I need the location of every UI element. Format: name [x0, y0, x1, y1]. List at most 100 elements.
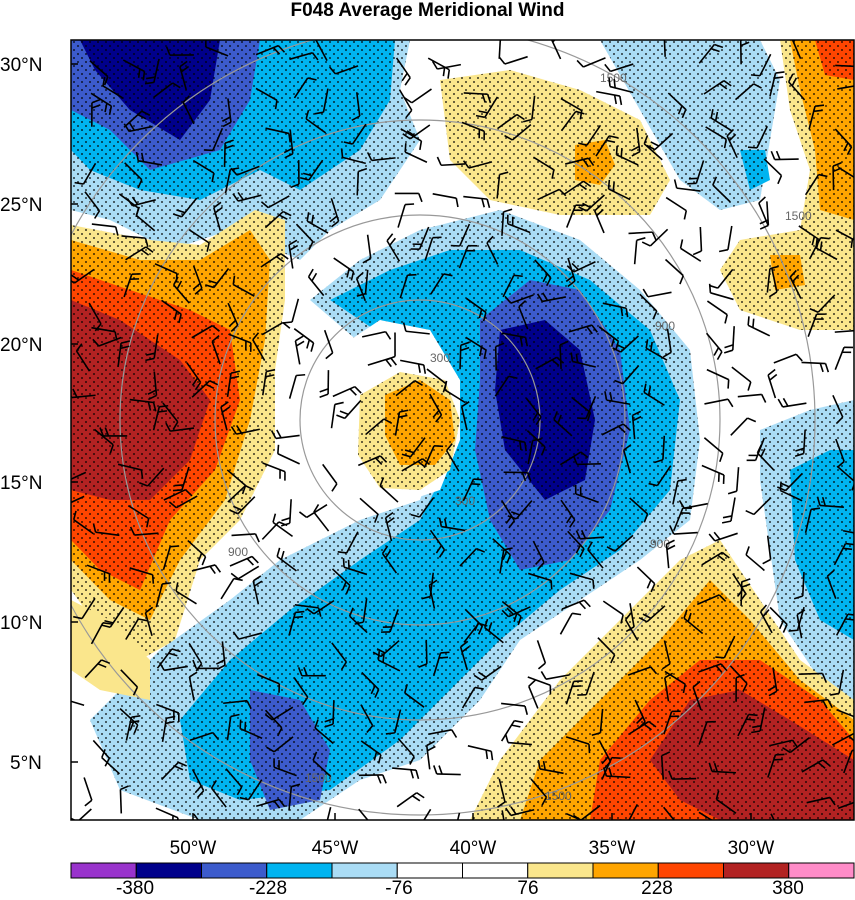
wind-barb-feather: [661, 751, 671, 757]
wind-barb-feather: [290, 183, 300, 189]
wind-barb-feather: [348, 607, 354, 617]
wind-barb-feather: [288, 133, 291, 143]
wind-barb-feather: [209, 565, 216, 575]
wind-barb-feather: [813, 109, 823, 113]
wind-barb-feather: [382, 774, 387, 784]
wind-barb-feather: [579, 110, 583, 120]
wind-barb-feather: [222, 121, 232, 128]
wind-barb-shaft: [511, 124, 532, 141]
wind-barb-shaft: [73, 519, 94, 535]
wind-barb-feather: [794, 452, 804, 458]
wind-barb-shaft: [610, 63, 634, 73]
wind-barb-shaft: [654, 132, 674, 151]
wind-barb-shaft: [586, 124, 602, 146]
wind-barb-feather: [102, 622, 112, 625]
wind-barb-shaft: [571, 396, 591, 414]
wind-barb-feather: [716, 351, 723, 360]
lon-label-40w: 40°W: [450, 838, 497, 859]
lat-label-25n: 25°N: [0, 195, 42, 216]
wind-barb-feather: [159, 404, 169, 408]
wind-barb-feather: [168, 652, 178, 657]
wind-barb-feather: [827, 699, 833, 708]
wind-barb-shaft: [102, 85, 124, 100]
wind-barb-feather: [209, 380, 219, 386]
wind-barb-feather: [351, 115, 361, 121]
wind-barb-shaft: [705, 126, 727, 140]
wind-barb-feather: [609, 392, 613, 402]
wind-barb-shaft: [191, 324, 213, 339]
wind-barb-shaft: [129, 398, 154, 404]
wind-barb-feather: [174, 484, 184, 487]
wind-barb-feather: [791, 77, 798, 87]
wind-barb-shaft: [504, 55, 528, 65]
wind-barb-feather: [507, 515, 517, 520]
wind-barb-shaft: [714, 532, 738, 542]
wind-barb-feather: [132, 686, 139, 696]
wind-barb-feather: [433, 765, 438, 775]
wind-barb-feather: [742, 683, 748, 692]
wind-barb-feather: [404, 449, 414, 454]
wind-barb-feather: [314, 719, 319, 729]
wind-barb-shaft: [715, 798, 737, 814]
wind-barb-shaft: [361, 330, 386, 338]
wind-barb-feather: [205, 284, 215, 289]
wind-barb-shaft: [386, 240, 401, 262]
wind-barb-feather: [92, 523, 97, 533]
wind-barb-shaft: [161, 299, 182, 315]
wind-barb-shaft: [255, 798, 280, 807]
wind-barb-shaft: [444, 389, 466, 404]
wind-barb-feather: [495, 342, 505, 348]
wind-barb-feather: [636, 237, 646, 242]
wind-barb-feather: [170, 545, 180, 548]
wind-barb-feather: [669, 525, 675, 535]
wind-barb-shaft: [838, 669, 845, 694]
wind-barb-shaft: [98, 336, 122, 347]
wind-barb-shaft: [152, 406, 161, 431]
wind-barb-shaft: [628, 720, 650, 736]
wind-barb-feather: [409, 756, 415, 765]
wind-barb-feather: [334, 401, 344, 406]
wind-barb-shaft: [377, 659, 401, 672]
wind-barb-shaft: [530, 778, 548, 798]
wind-barb-feather: [171, 648, 181, 653]
wind-barb-shaft: [701, 551, 723, 566]
wind-barb-feather: [72, 388, 78, 398]
wind-barb-feather: [137, 68, 141, 78]
wind-barb-shaft: [82, 162, 97, 185]
wind-barb-shaft: [164, 665, 188, 672]
wind-barb-shaft: [620, 335, 640, 353]
wind-barb-feather: [586, 412, 592, 422]
wind-barb-feather: [610, 337, 615, 347]
wind-barb-shaft: [468, 161, 493, 169]
wind-barb-shaft: [518, 306, 529, 330]
wind-barb-shaft: [132, 199, 156, 207]
wind-barb-shaft: [220, 578, 235, 600]
wind-barb-feather: [131, 715, 141, 718]
wind-barb-feather: [847, 613, 854, 616]
wind-barb-feather: [654, 458, 664, 464]
wind-barb-feather: [762, 609, 770, 617]
wind-barb-feather: [759, 224, 769, 230]
wind-barb-shaft: [344, 399, 362, 419]
wind-barb-feather: [461, 401, 470, 408]
wind-barb-feather: [650, 141, 660, 147]
wind-barb-shaft: [400, 359, 424, 366]
wind-barb-shaft: [210, 787, 227, 808]
wind-barb-feather: [746, 718, 756, 721]
lat-label-30n: 30°N: [0, 55, 42, 76]
wind-barb-shaft: [717, 268, 734, 289]
wind-barb-shaft: [804, 698, 829, 704]
wind-barb-feather: [101, 624, 111, 629]
wind-barb-feather: [810, 507, 821, 511]
wind-barb-shaft: [153, 334, 159, 359]
wind-barb-feather: [291, 783, 301, 788]
lon-label-50w: 50°W: [170, 838, 217, 859]
wind-barb-shaft: [596, 90, 620, 97]
wind-barb-feather: [224, 144, 234, 150]
wind-barb-shaft: [123, 273, 133, 298]
wind-barb-feather: [787, 73, 794, 83]
wind-barb-shaft: [424, 237, 434, 261]
wind-barb-shaft: [706, 368, 730, 381]
wind-barb-feather: [551, 359, 560, 367]
wind-barb-feather: [184, 489, 193, 497]
